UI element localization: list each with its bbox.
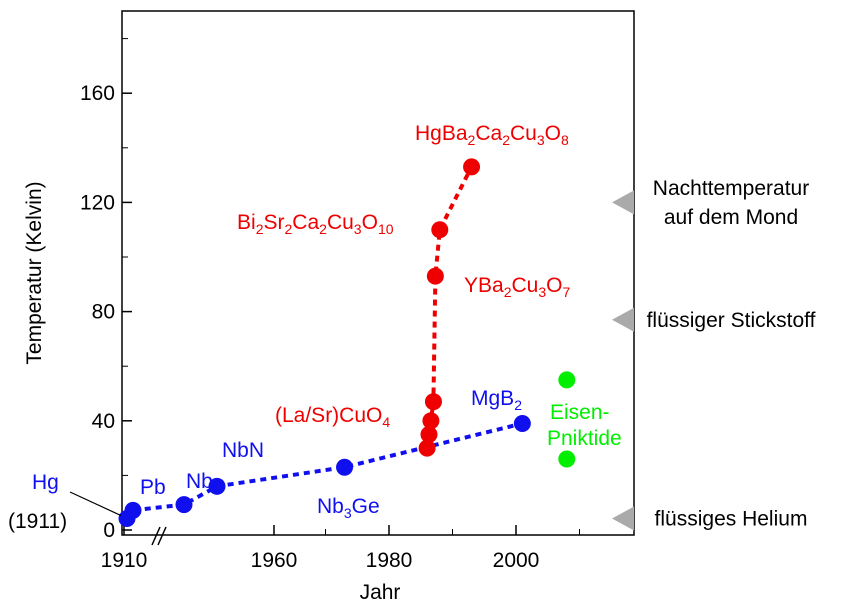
data-point-1-0 [418, 439, 436, 457]
reference-label: Nachttemperatur [653, 177, 809, 200]
reference-label: flüssiger Stickstoff [647, 309, 816, 332]
x-tick-label: 1980 [366, 549, 413, 572]
label-nb3ge: Nb3Ge [317, 495, 380, 521]
label-part: Cu [327, 211, 354, 234]
label-part: 3 [354, 221, 362, 237]
reference-label: flüssiges Helium [655, 508, 808, 531]
y-tick-label: 40 [92, 410, 115, 433]
label-part: 10 [378, 221, 394, 237]
data-point-1-3 [424, 393, 442, 411]
label-hg: Hg [32, 471, 59, 494]
label-part: Cu [512, 274, 539, 297]
data-point-2-1 [558, 371, 576, 389]
x-tick-label: 2000 [493, 549, 540, 572]
label-part: 3 [344, 505, 352, 521]
label-part: (La/Sr)CuO [275, 404, 382, 427]
reference-marker-1 [612, 307, 634, 332]
reference-label: auf dem Mond [664, 206, 798, 229]
label-part: 8 [561, 132, 569, 148]
x-tick-label: 1910 [101, 549, 148, 572]
label-part: Ca [475, 122, 502, 145]
data-point-2-0 [558, 450, 576, 468]
label-hg-year: (1911) [8, 510, 67, 533]
label-part: Cu [510, 122, 537, 145]
y-tick-label: 0 [103, 519, 115, 542]
label-bscco: Bi2Sr2Ca2Cu3O10 [237, 211, 394, 237]
label-part: Sr [263, 211, 284, 234]
label-part: HgBa [415, 122, 468, 145]
x-axis-title: Jahr [360, 581, 401, 604]
reference-marker-2 [612, 190, 634, 215]
label-part: 4 [382, 414, 390, 430]
label-part: 2 [502, 132, 510, 148]
label-part: 2 [256, 221, 264, 237]
label-part: 3 [537, 132, 545, 148]
data-point-1-6 [463, 158, 481, 176]
label-part: Nb [186, 470, 213, 493]
label-eisen: Eisen- [550, 401, 610, 424]
label-part: 2 [284, 221, 292, 237]
data-point-1-4 [426, 267, 444, 285]
label-nbn: NbN [222, 439, 264, 462]
label-part: NbN [222, 439, 264, 462]
y-axis-title: Temperatur (Kelvin) [23, 181, 46, 364]
label-part: Ge [352, 495, 380, 518]
label-part: Hg [32, 471, 59, 494]
hg-leader-line [69, 491, 122, 517]
data-point-1-1 [420, 425, 438, 443]
y-tick-label: 80 [92, 301, 115, 324]
label-part: 3 [538, 284, 546, 300]
label-mgb2: MgB2 [471, 387, 522, 413]
data-point-0-2 [175, 496, 193, 514]
label-part: O [546, 274, 562, 297]
label-part: YBa [464, 274, 504, 297]
data-point-1-5 [431, 221, 449, 239]
label-part: 7 [563, 284, 571, 300]
data-point-0-1 [124, 501, 142, 519]
label-ybco: YBa2Cu3O7 [464, 274, 571, 300]
label-part: Nb [317, 495, 344, 518]
label-part: MgB [471, 387, 514, 410]
label-lasrcuo: (La/Sr)CuO4 [275, 404, 390, 430]
label-part: O [545, 122, 561, 145]
data-point-0-3 [208, 477, 226, 495]
data-point-0-5 [513, 415, 531, 433]
label-part: Ca [292, 211, 319, 234]
label-part: 2 [504, 284, 512, 300]
x-tick-label: 1960 [251, 549, 298, 572]
label-part: 2 [319, 221, 327, 237]
label-part: (1911) [8, 510, 67, 533]
y-tick-label: 160 [80, 82, 115, 105]
x-axis-break [151, 526, 167, 546]
label-nb: Nb [186, 470, 213, 493]
label-pb: Pb [140, 476, 166, 499]
label-part: 2 [514, 397, 522, 413]
label-hbcco: HgBa2Ca2Cu3O8 [415, 122, 569, 148]
series-line-0 [125, 421, 523, 520]
reference-marker-0 [612, 506, 634, 531]
label-part: 2 [468, 132, 476, 148]
label-part: Pniktide [547, 427, 622, 450]
y-tick-label: 120 [80, 191, 115, 214]
label-part: Bi [237, 211, 256, 234]
plot-frame [121, 10, 635, 536]
label-part: Eisen- [550, 401, 610, 424]
label-pniktide: Pniktide [547, 427, 622, 450]
label-part: O [362, 211, 378, 234]
data-point-1-2 [422, 412, 440, 430]
data-point-0-4 [336, 458, 354, 476]
label-part: Pb [140, 476, 166, 499]
